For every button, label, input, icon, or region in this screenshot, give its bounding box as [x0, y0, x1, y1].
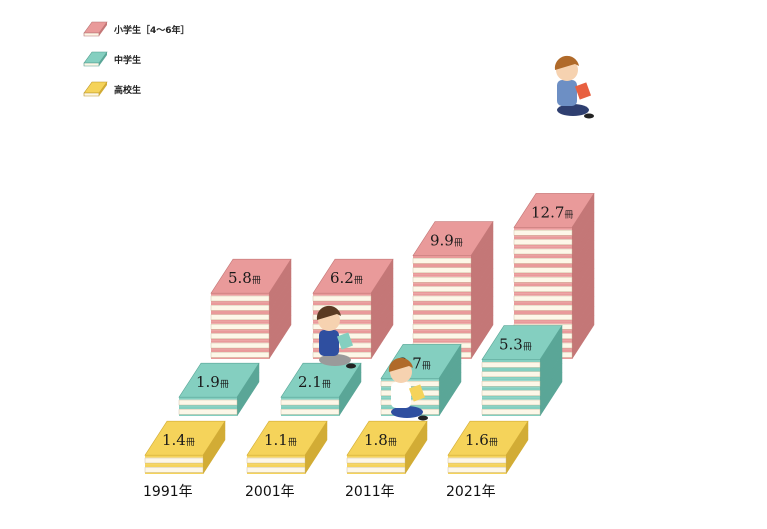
book-0-3-9: [513, 230, 595, 276]
legend-label-elementary: 小学生［4〜6年］: [114, 25, 190, 36]
book-0-2-3: [412, 286, 494, 332]
data-unit-0-0: 冊: [252, 275, 261, 286]
bar-series-2-2: [346, 420, 428, 466]
book-1-3-3: [481, 343, 563, 389]
bar-series-0-3: [513, 192, 595, 238]
data-unit-0-1: 冊: [354, 275, 363, 286]
data-unit-0-3: 冊: [564, 209, 573, 220]
book-0-3-4: [513, 277, 595, 323]
bar-series-1-3: [481, 324, 563, 370]
legend-item-high-school: 高校生: [82, 80, 141, 98]
book-2-1-0: [246, 429, 328, 475]
book-0-0-4: [210, 277, 292, 323]
book-0-3-12: [513, 201, 595, 248]
bar-series-2-3: [447, 420, 529, 466]
legend-item-junior-high: 中学生: [82, 50, 141, 68]
data-unit-1-0: 冊: [220, 379, 229, 390]
book-0-3-5: [513, 267, 595, 313]
tick-label-3: 2021年: [446, 484, 496, 500]
bar-series-1-1: [280, 362, 362, 408]
data-unit-1-3: 冊: [523, 342, 532, 353]
stack-series-0-0: [210, 267, 292, 360]
data-unit-1-2: 冊: [422, 360, 431, 371]
boy-reading-illustration: [316, 305, 356, 369]
legend-swatch-elementary: [83, 21, 108, 37]
child-reading-top-illustration: [554, 55, 594, 119]
tick-label-1: 2001年: [245, 484, 295, 500]
stack-series-2-1: [246, 429, 328, 475]
tick-label-2: 2011年: [345, 484, 395, 500]
data-unit-1-1: 冊: [322, 379, 331, 390]
tick-label-0: 1991年: [143, 484, 193, 500]
book-0-2-5: [412, 267, 494, 313]
bar-series-2-0: [144, 420, 226, 466]
book-0-1-5: [312, 267, 394, 313]
book-0-1-4: [312, 277, 394, 323]
book-0-0-0: [210, 314, 292, 360]
data-unit-0-2: 冊: [454, 238, 463, 249]
book-0-1-3: [312, 286, 394, 332]
bar-series-0-0: [210, 258, 292, 304]
book-0-0-2: [210, 295, 292, 342]
bar-series-0-1: [312, 258, 394, 304]
girl-reading-illustration: [388, 357, 428, 421]
legend-swatch-high-school: [83, 81, 108, 97]
book-0-3-10: [513, 220, 595, 266]
data-unit-2-2: 冊: [388, 437, 397, 448]
legend-swatch-junior-high: [83, 51, 108, 67]
legend-label-junior-high: 中学生: [114, 55, 142, 66]
legend-label-high-school: 高校生: [114, 85, 142, 96]
stack-series-1-3: [481, 334, 563, 417]
data-label-0-3: 12.7冊: [531, 203, 573, 221]
bar-series-0-2: [412, 220, 494, 266]
book-0-2-6: [412, 258, 494, 304]
data-unit-2-0: 冊: [186, 437, 195, 448]
data-unit-2-1: 冊: [288, 437, 297, 448]
bar-series-1-0: [178, 362, 260, 408]
book-0-2-4: [412, 277, 494, 323]
data-unit-2-3: 冊: [489, 437, 498, 448]
bar-series-2-1: [246, 420, 328, 466]
legend-item-elementary: 小学生［4〜6年］: [82, 20, 190, 38]
book-0-0-1: [210, 305, 292, 351]
